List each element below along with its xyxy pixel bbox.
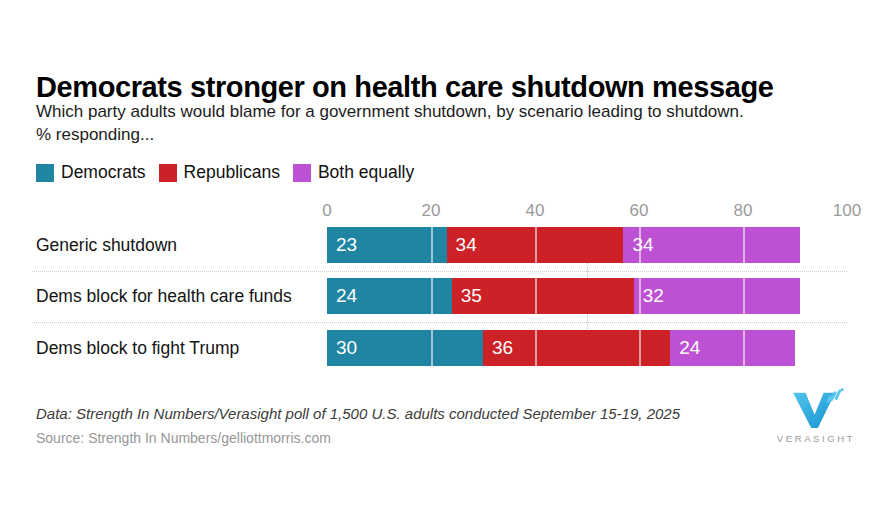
x-axis-tick-label: 80 bbox=[703, 201, 783, 221]
reference-line-tick bbox=[587, 314, 588, 331]
legend-item-democrats: Democrats bbox=[36, 162, 146, 183]
bar-value-label: 34 bbox=[456, 227, 477, 263]
row-label: Dems block to fight Trump bbox=[36, 330, 239, 366]
bar-value-label: 24 bbox=[336, 278, 357, 314]
bar-row: 24 35 32 bbox=[327, 278, 800, 314]
x-axis-tick-label: 20 bbox=[391, 201, 471, 221]
bar-gridline bbox=[639, 330, 641, 366]
verasight-v-icon bbox=[787, 388, 845, 430]
bar-value-label: 32 bbox=[643, 278, 664, 314]
subtitle-line-2: % responding... bbox=[36, 124, 846, 147]
bar-gridline bbox=[535, 330, 537, 366]
x-axis-tick-label: 100 bbox=[807, 201, 870, 221]
bar-gridline bbox=[431, 278, 433, 314]
legend-label: Democrats bbox=[61, 162, 146, 183]
legend-item-republicans: Republicans bbox=[159, 162, 280, 183]
reference-line-tick bbox=[587, 263, 588, 280]
bar-gridline bbox=[535, 278, 537, 314]
bar-gridline bbox=[639, 227, 641, 263]
row-separator bbox=[32, 322, 847, 323]
chart-subtitle: Which party adults would blame for a gov… bbox=[36, 101, 846, 146]
bar-value-label: 30 bbox=[336, 330, 357, 366]
row-separator bbox=[32, 271, 847, 272]
bar-value-label: 23 bbox=[336, 227, 357, 263]
bar-segment-republicans: 35 bbox=[452, 278, 634, 314]
bar-gridline bbox=[743, 278, 745, 314]
bar-value-label: 35 bbox=[461, 278, 482, 314]
row-label: Generic shutdown bbox=[36, 227, 177, 263]
bar-gridline bbox=[743, 330, 745, 366]
legend-item-both-equally: Both equally bbox=[293, 162, 414, 183]
chart-card: Democrats stronger on health care shutdo… bbox=[0, 0, 870, 506]
legend-swatch bbox=[36, 164, 54, 182]
bar-row: 23 34 34 bbox=[327, 227, 800, 263]
bar-value-label: 24 bbox=[679, 330, 700, 366]
verasight-logo: VERASIGHT bbox=[774, 388, 858, 444]
row-label: Dems block for health care funds bbox=[36, 278, 292, 314]
bar-gridline bbox=[639, 278, 641, 314]
bar-gridline bbox=[743, 227, 745, 263]
bar-segment-both-equally: 32 bbox=[634, 278, 800, 314]
bar-value-label: 34 bbox=[632, 227, 653, 263]
bar-gridline bbox=[535, 227, 537, 263]
data-note: Data: Strength In Numbers/Verasight poll… bbox=[36, 405, 680, 422]
bar-segment-republicans: 36 bbox=[483, 330, 670, 366]
x-axis-tick-label: 40 bbox=[495, 201, 575, 221]
page-title: Democrats stronger on health care shutdo… bbox=[36, 71, 773, 104]
bar-gridline bbox=[431, 330, 433, 366]
subtitle-line-1: Which party adults would blame for a gov… bbox=[36, 101, 846, 124]
legend-label: Republicans bbox=[184, 162, 280, 183]
legend: Democrats Republicans Both equally bbox=[36, 162, 427, 183]
bar-segment-democrats: 23 bbox=[327, 227, 447, 263]
bar-row: 30 36 24 bbox=[327, 330, 795, 366]
bar-gridline bbox=[431, 227, 433, 263]
legend-swatch bbox=[159, 164, 177, 182]
bar-value-label: 36 bbox=[492, 330, 513, 366]
source-note: Source: Strength In Numbers/gelliottmorr… bbox=[36, 430, 331, 446]
bar-segment-both-equally: 24 bbox=[670, 330, 795, 366]
bar-segment-both-equally: 34 bbox=[623, 227, 800, 263]
bar-segment-democrats: 30 bbox=[327, 330, 483, 366]
verasight-wordmark: VERASIGHT bbox=[774, 433, 858, 444]
bar-segment-democrats: 24 bbox=[327, 278, 452, 314]
x-axis-tick-label: 60 bbox=[599, 201, 679, 221]
x-axis-tick-label: 0 bbox=[287, 201, 367, 221]
legend-swatch bbox=[293, 164, 311, 182]
legend-label: Both equally bbox=[318, 162, 414, 183]
